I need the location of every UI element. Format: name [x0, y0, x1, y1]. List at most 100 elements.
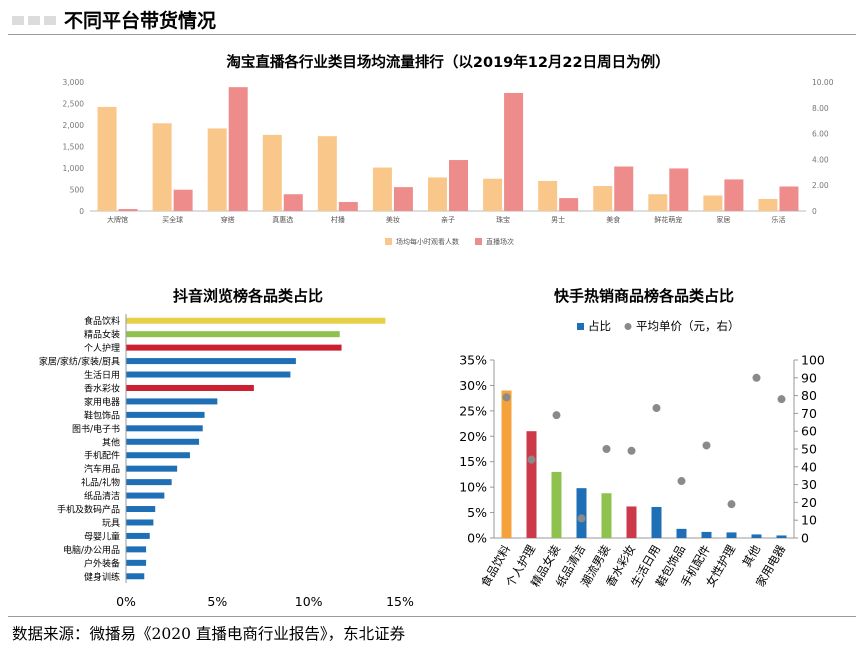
- y-right-tick-label: 0: [812, 207, 817, 216]
- point-price: [652, 404, 661, 413]
- x-tick-label: 0%: [116, 594, 136, 609]
- x-tick-label: 美食: [606, 215, 620, 224]
- point-price: [752, 373, 761, 382]
- bar-share: [651, 506, 662, 538]
- x-tick-label: 15%: [386, 594, 414, 609]
- y-left-tick-label: 3,000: [63, 78, 85, 87]
- y-left-tick-label: 500: [70, 186, 85, 195]
- category-label: 香水彩妆: [84, 382, 120, 394]
- y-right-tick-label: 70: [801, 406, 817, 421]
- bar-sessions: [724, 179, 744, 211]
- legend-swatch-viewers: [385, 238, 392, 245]
- y-left-tick-label: 2,500: [63, 100, 85, 109]
- bar-viewers: [262, 134, 282, 211]
- bar-viewers: [648, 194, 668, 211]
- category-label: 纸品清洁: [84, 490, 120, 502]
- x-tick-label: 鲜花萌宠: [654, 215, 682, 224]
- bar-sessions: [669, 168, 689, 211]
- brand-logo: [12, 12, 58, 26]
- chart-title: 抖音浏览榜各品类占比: [173, 287, 323, 305]
- bar: [126, 452, 190, 459]
- category-label: 户外装备: [84, 557, 120, 569]
- bar: [126, 546, 147, 553]
- bar-viewers: [428, 177, 447, 211]
- x-tick-label: 10%: [295, 594, 323, 609]
- y-right-tick-label: 6.00: [812, 130, 829, 139]
- y-right-tick-label: 100: [801, 353, 825, 368]
- category-label: 礼品/礼物: [81, 477, 120, 489]
- legend-label-share: 占比: [588, 319, 611, 333]
- source-note: 数据来源：微播易《2020 直播电商行业报告》，东北证券: [12, 625, 406, 643]
- y-left-tick-label: 30%: [459, 378, 487, 393]
- bar: [126, 425, 203, 432]
- bar: [126, 317, 386, 324]
- page-title: 不同平台带货情况: [64, 10, 217, 32]
- bar-sessions: [173, 189, 193, 211]
- category-label: 食品饮料: [84, 315, 120, 327]
- bar-share: [751, 534, 762, 538]
- category-label: 生活日用: [84, 369, 120, 381]
- category-label: 玩具: [102, 518, 120, 529]
- legend-label-viewers: 场均每小时观看人数: [396, 237, 459, 246]
- bar-viewers: [483, 178, 503, 211]
- point-price: [627, 446, 636, 455]
- bar-share: [576, 488, 587, 538]
- chart-title: 快手热销商品榜各品类占比: [554, 287, 734, 305]
- bar-sessions: [559, 198, 579, 211]
- bar: [126, 519, 154, 526]
- y-right-tick-label: 4.00: [812, 155, 829, 164]
- point-price: [502, 393, 511, 402]
- bar: [126, 492, 165, 499]
- x-tick-label: 家居: [716, 215, 730, 224]
- bar-sessions: [228, 87, 248, 211]
- x-tick-label: 大牌馆: [107, 215, 128, 224]
- y-left-tick-label: 0%: [467, 531, 487, 546]
- bar-share: [776, 535, 787, 538]
- bar-viewers: [372, 167, 392, 211]
- douyin-category-chart: 抖音浏览榜各品类占比食品饮料精品女装个人护理家居/家纺/家装/厨具生活日用香水彩…: [39, 287, 414, 609]
- point-price: [777, 395, 786, 404]
- bar: [126, 559, 147, 566]
- point-price: [602, 445, 611, 453]
- bar-viewers: [758, 198, 778, 211]
- x-tick-label: 美妆: [386, 215, 400, 224]
- y-right-tick-label: 0: [801, 531, 809, 546]
- y-right-tick-label: 80: [801, 388, 817, 403]
- bar-share: [701, 531, 712, 538]
- point-price: [677, 477, 686, 486]
- bar-viewers: [207, 128, 227, 211]
- x-tick-label: 乐活: [771, 215, 785, 224]
- category-label: 手机及数码产品: [57, 504, 120, 516]
- y-right-tick-label: 10: [801, 513, 817, 528]
- category-label: 母婴儿童: [84, 530, 120, 542]
- point-price: [552, 411, 561, 420]
- x-tick-label: 男士: [551, 215, 565, 224]
- y-right-tick-label: 10.00: [812, 78, 834, 87]
- title-divider: [8, 34, 856, 35]
- legend-marker-price: [624, 323, 632, 330]
- y-left-tick-label: 20%: [459, 429, 487, 444]
- bar: [126, 344, 342, 351]
- bar-sessions: [393, 187, 413, 211]
- bar: [126, 479, 172, 486]
- point-price: [577, 514, 586, 523]
- bar-viewers: [97, 106, 117, 211]
- category-label: 汽车用品: [84, 463, 120, 475]
- bar: [126, 398, 218, 405]
- y-left-tick-label: 0: [79, 207, 84, 216]
- category-label: 电脑/办公用品: [63, 544, 120, 556]
- category-label: 个人护理: [84, 342, 120, 354]
- bar-sessions: [779, 186, 799, 211]
- y-left-tick-label: 1,000: [63, 164, 85, 173]
- legend-label-price: 平均单价（元，右）: [636, 319, 740, 333]
- bar-viewers: [538, 180, 558, 211]
- footer-divider: [8, 616, 856, 617]
- legend-swatch-share: [577, 323, 584, 330]
- y-right-tick-label: 50: [801, 442, 817, 457]
- x-tick-label: 其他: [739, 542, 763, 569]
- bar: [126, 371, 291, 378]
- legend-swatch-sessions: [475, 238, 482, 245]
- taobao-traffic-chart: 淘宝直播各行业类目场均流量排行（以2019年12月22日周日为例） 0 500 1,0…: [63, 53, 834, 246]
- bar-share: [676, 528, 687, 538]
- bar: [126, 331, 340, 338]
